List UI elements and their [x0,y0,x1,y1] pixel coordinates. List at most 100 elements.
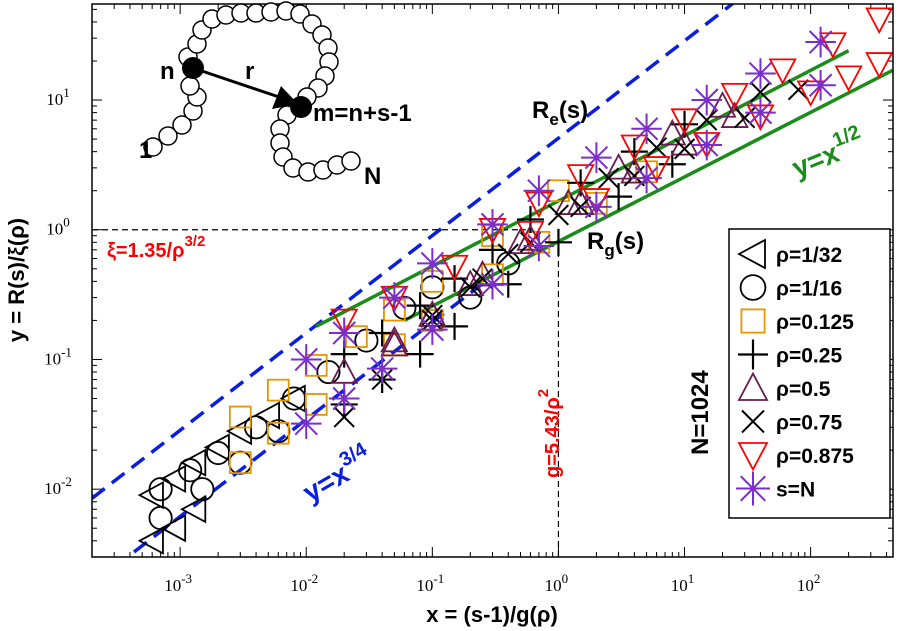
legend-box [728,228,891,519]
marker-star-rg [477,268,508,300]
marker-triangle-down-re [865,7,893,35]
marker-cross-rg [333,406,355,428]
inset-label-1: 1 [139,137,152,164]
marker-plus-rg [406,340,434,368]
legend-marker-star [736,471,770,506]
marker-plus-re [516,205,544,233]
legend-marker-circle [739,274,767,301]
marker-square-rg [266,421,290,445]
marker-triangle-down-rg [834,65,863,93]
legend-marker-cross [741,409,765,434]
chain-inset: n r m=n+s-1 1 N [139,1,412,190]
ref-line-y-x-3-4-upper [92,4,736,500]
marker-star-re [379,282,410,313]
marker-star-rg [366,353,398,384]
marker-triangle-left-re [253,401,280,430]
marker-cross-re [598,167,620,189]
marker-star-rg [691,129,723,161]
label-Rg: Rg(s) [587,228,644,260]
chain-bead [158,126,178,146]
bead-m [290,96,312,118]
marker-star-rg [581,191,612,223]
x-tick-label: 10-1 [416,571,444,595]
marker-circle-rg [148,505,173,531]
chain-bead [341,151,361,171]
r-vector-arrow [192,66,283,100]
marker-triangle-left-re [225,417,253,446]
marker-circle-re [148,477,173,502]
marker-triangle-down-rg [440,254,469,282]
label-three-quarter-law: y=x3/4 [295,438,379,508]
x-tick-label: 100 [545,571,569,595]
y-tick-label: 10-2 [44,474,72,498]
marker-cross-re [749,81,772,103]
marker-circle-rg [190,477,215,502]
marker-triangle-up-rg [566,188,595,215]
legend-label: ρ=1/32 [776,244,842,267]
marker-star-re [691,84,723,116]
marker-square-re [228,405,252,429]
x-tick-label: 101 [671,571,695,595]
marker-circle-re [178,458,203,483]
chain-bead [143,137,163,157]
data-markers [137,7,893,555]
legend: ρ=1/32 ρ=1/16 ρ=0.125 ρ=0.25 ρ=0.5 ρ=0.75 ρ=0.… [728,228,891,519]
legend-marker-triangle-up [737,371,769,401]
x-tick-label: 10-3 [164,571,192,595]
legend-marker-plus [738,339,768,370]
marker-triangle-up-re [380,325,409,353]
inset-label-r: r [245,58,254,85]
legend-label: ρ=0.5 [776,378,831,401]
legend-label: s=N [776,479,815,502]
legend-label: ρ=0.125 [776,311,854,334]
marker-triangle-up-re [708,91,737,118]
chain-bead [172,115,192,135]
marker-star-re [745,58,776,89]
marker-triangle-left-re [180,448,207,477]
inset-label-n: n [160,58,175,85]
marker-triangle-down-re [566,164,595,191]
marker-cross-re [696,109,718,131]
marker-star-re [805,26,836,58]
marker-circle-re [420,275,445,300]
x-tick-label: 102 [797,571,821,595]
marker-circle-re [206,440,231,466]
marker-star-rg [805,69,836,101]
marker-star-rg [328,383,360,414]
marker-cross-rg [570,196,592,218]
marker-triangle-left-re [137,481,164,510]
marker-triangle-left-re [159,464,187,494]
marker-cross-rg [673,138,696,160]
ref-line-y-x-1-2-upper [315,49,850,328]
marker-cross-re [547,204,570,226]
marker-star-re [631,113,662,145]
marker-star-re [417,248,448,279]
marker-triangle-up-re [506,227,535,255]
marker-star-re [477,209,508,240]
legend-label: ρ=1/16 [776,278,842,301]
marker-square-re [345,325,368,348]
marker-triangle-down-re [620,134,649,162]
legend-label: ρ=0.875 [776,445,854,468]
marker-star-rg [745,97,776,128]
label-Re: Re(s) [532,97,588,129]
x-axis-title: x = (s-1)/g(ρ) [426,602,558,627]
marker-triangle-up-rg [380,329,409,357]
marker-triangle-up-rg [330,357,359,384]
marker-triangle-up-re [658,118,687,146]
bead-n [182,57,204,79]
legend-marker-triangle-down [737,442,769,472]
y-tick-label: 10-1 [44,344,72,368]
marker-star-rg [417,314,448,345]
marker-plus-rg [544,228,572,256]
marker-square-re [266,378,290,402]
inset-label-m: m=n+s-1 [313,100,412,127]
marker-triangle-down-rg [330,308,359,336]
marker-triangle-down-rg [796,80,825,108]
chain-bead [180,76,200,96]
marker-star-re [290,344,322,375]
marker-triangle-left-rg [159,514,187,543]
legend-marker-square [740,308,766,334]
y-tick-label: 101 [46,85,70,109]
